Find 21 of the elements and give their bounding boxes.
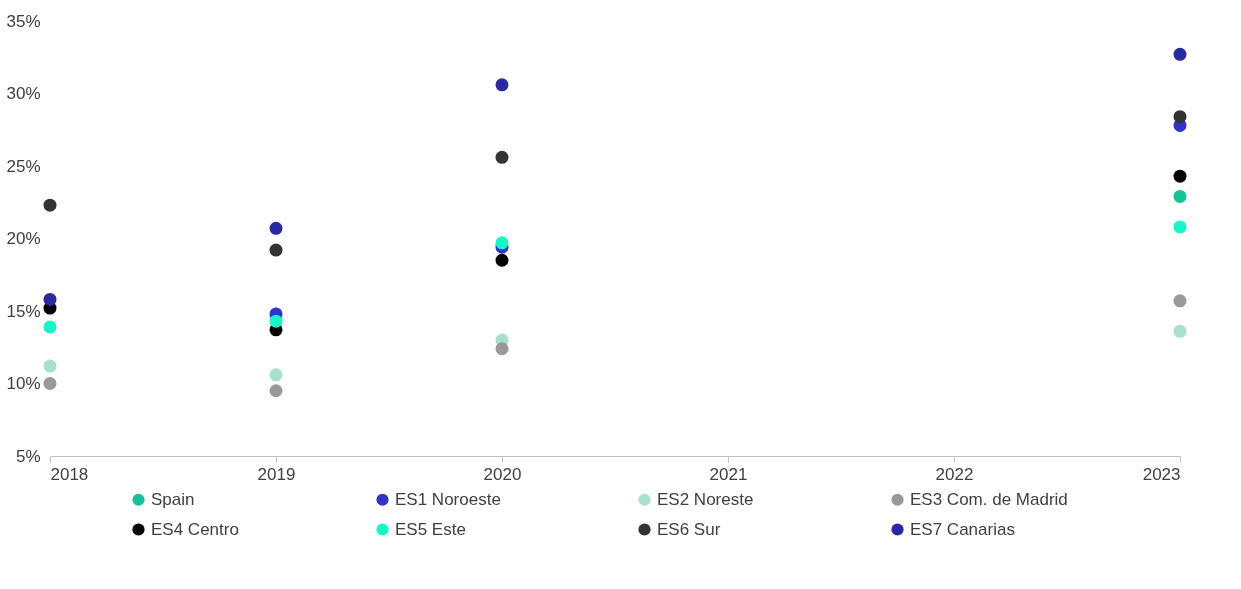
x-tick-label: 2018 <box>50 464 89 484</box>
legend-label: ES7 Canarias <box>910 519 1015 539</box>
x-tick-label: 2020 <box>483 464 522 484</box>
x-tick-label: 2023 <box>1142 464 1181 484</box>
y-tick-label: 30% <box>6 84 41 103</box>
x-tick-label: 2022 <box>935 464 974 484</box>
x-tick-label: 2021 <box>709 464 748 484</box>
y-tick-label: 20% <box>6 229 41 248</box>
legend-label: ES5 Este <box>395 519 466 539</box>
legend-label: ES4 Centro <box>151 519 239 539</box>
y-tick-label: 35% <box>6 11 41 31</box>
y-tick-label: 15% <box>6 301 41 321</box>
y-tick-label: 5% <box>15 446 41 466</box>
legend-label: ES3 Com. de Madrid <box>910 489 1068 509</box>
y-tick-label: 25% <box>6 156 41 176</box>
legend-label: ES6 Sur <box>657 519 721 539</box>
legend-label: ES2 Noreste <box>657 489 754 509</box>
y-tick-label: 10% <box>6 374 41 393</box>
legend-label: ES1 Noroeste <box>395 489 501 509</box>
legend-label: Spain <box>151 489 195 509</box>
x-tick-label: 2019 <box>257 464 296 484</box>
